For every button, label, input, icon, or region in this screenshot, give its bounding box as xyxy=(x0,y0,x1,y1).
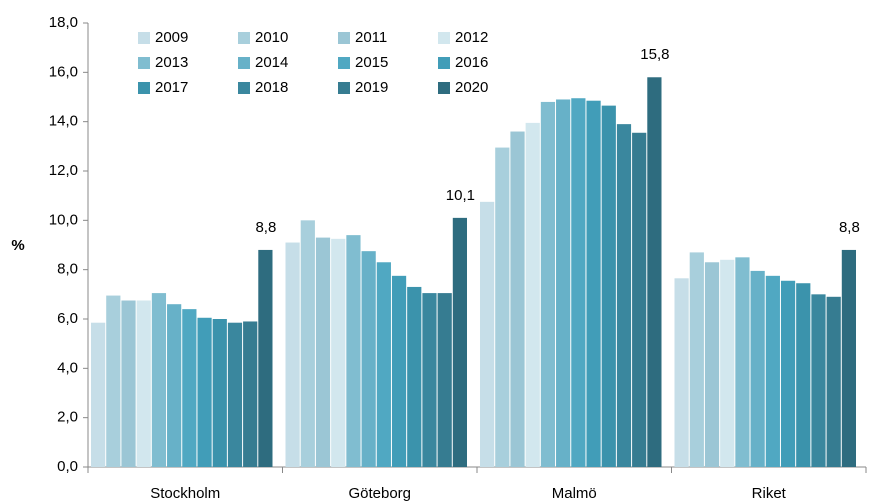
legend-label: 2017 xyxy=(155,79,188,96)
bar xyxy=(331,238,346,467)
data-label: 8,8 xyxy=(255,219,276,236)
bar xyxy=(735,257,750,467)
bar xyxy=(300,220,315,467)
bar xyxy=(91,322,106,467)
x-tick-label: Malmö xyxy=(552,485,597,502)
legend-label: 2009 xyxy=(155,29,188,46)
y-tick-label: 6,0 xyxy=(57,310,78,327)
x-tick-label: Riket xyxy=(752,485,787,502)
bar xyxy=(422,293,437,467)
y-tick-label: 4,0 xyxy=(57,359,78,376)
bar xyxy=(197,317,212,467)
bar xyxy=(407,286,422,467)
legend-label: 2013 xyxy=(155,54,188,71)
data-label: 8,8 xyxy=(839,219,860,236)
legend-label: 2020 xyxy=(455,79,488,96)
bar xyxy=(361,251,376,467)
bar xyxy=(632,132,647,467)
bar xyxy=(346,235,361,467)
legend-label: 2012 xyxy=(455,29,488,46)
y-tick-label: 14,0 xyxy=(49,113,78,130)
y-tick-label: 18,0 xyxy=(49,14,78,31)
legend-swatch xyxy=(438,82,450,94)
bar xyxy=(571,98,586,467)
bar xyxy=(258,249,273,467)
bar xyxy=(227,322,243,467)
bar xyxy=(243,321,258,467)
bar xyxy=(601,105,616,467)
bar xyxy=(811,294,826,467)
bar xyxy=(689,252,704,467)
data-label: 10,1 xyxy=(446,187,475,204)
legend-swatch xyxy=(438,32,450,44)
y-tick-label: 0,0 xyxy=(57,458,78,475)
legend-swatch xyxy=(338,32,350,44)
bar xyxy=(540,101,556,467)
legend-label: 2011 xyxy=(355,29,387,46)
legend-swatch xyxy=(338,57,350,69)
y-tick-label: 10,0 xyxy=(49,211,78,228)
bar xyxy=(391,275,407,467)
bar xyxy=(136,300,151,467)
legend-swatch xyxy=(438,57,450,69)
legend-swatch xyxy=(238,57,250,69)
bar xyxy=(480,201,495,468)
bar xyxy=(616,124,632,467)
x-tick-label: Göteborg xyxy=(348,485,411,502)
legend-swatch xyxy=(238,32,250,44)
x-tick-label: Stockholm xyxy=(150,485,220,502)
bar xyxy=(780,280,796,467)
legend-swatch xyxy=(138,57,150,69)
data-label: 15,8 xyxy=(640,46,669,63)
bar xyxy=(376,262,391,467)
bar xyxy=(121,300,136,467)
bar xyxy=(495,147,510,468)
bar xyxy=(151,293,167,467)
y-tick-label: 12,0 xyxy=(49,162,78,179)
bar xyxy=(647,77,662,468)
bar xyxy=(525,122,540,468)
legend-label: 2019 xyxy=(355,79,388,96)
legend-label: 2016 xyxy=(455,54,488,71)
bar xyxy=(315,237,331,467)
bar xyxy=(704,262,720,467)
bar xyxy=(212,319,227,467)
bar xyxy=(796,283,811,467)
bar xyxy=(674,278,689,467)
legend-swatch xyxy=(138,32,150,44)
bar xyxy=(182,309,197,467)
bar xyxy=(285,242,300,467)
bar xyxy=(841,249,856,467)
bar xyxy=(720,259,735,467)
legend-swatch xyxy=(238,82,250,94)
bar xyxy=(750,270,765,467)
y-tick-label: 8,0 xyxy=(57,261,78,278)
bar xyxy=(510,131,525,468)
bar xyxy=(437,293,452,467)
legend-swatch xyxy=(138,82,150,94)
y-tick-label: 16,0 xyxy=(49,63,78,80)
bar xyxy=(167,304,182,467)
legend-label: 2010 xyxy=(255,29,288,46)
bar xyxy=(106,295,121,467)
legend-label: 2015 xyxy=(355,54,388,71)
bar xyxy=(826,296,841,467)
legend-label: 2018 xyxy=(255,79,288,96)
y-tick-label: 2,0 xyxy=(57,409,78,426)
legend-swatch xyxy=(338,82,350,94)
y-axis-label: % xyxy=(11,237,24,254)
bar xyxy=(452,217,467,467)
bar xyxy=(556,99,571,467)
bar xyxy=(586,100,601,467)
legend-label: 2014 xyxy=(255,54,288,71)
bar xyxy=(765,275,780,467)
